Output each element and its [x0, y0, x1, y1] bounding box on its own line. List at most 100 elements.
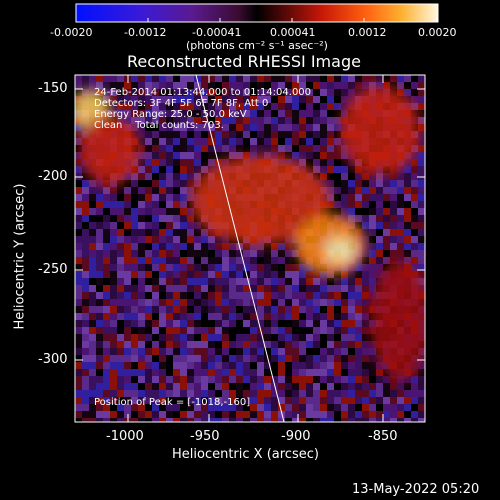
image-pixel [103, 299, 110, 306]
image-pixel [145, 327, 152, 334]
image-pixel [264, 271, 271, 278]
image-pixel [138, 404, 145, 411]
image-pixel [257, 257, 264, 264]
image-pixel [313, 75, 320, 82]
image-pixel [131, 194, 138, 201]
image-pixel [264, 362, 271, 369]
image-pixel [75, 292, 82, 299]
image-pixel [285, 376, 292, 383]
image-pixel [278, 404, 285, 411]
image-pixel [229, 117, 236, 124]
image-pixel [89, 250, 96, 257]
image-pixel [236, 362, 243, 369]
image-pixel [369, 292, 376, 299]
image-pixel [271, 257, 278, 264]
image-pixel [124, 306, 131, 313]
image-pixel [103, 215, 110, 222]
image-pixel [103, 320, 110, 327]
image-pixel [341, 96, 348, 103]
image-pixel [110, 404, 117, 411]
image-pixel [362, 236, 369, 243]
image-pixel [404, 208, 411, 215]
image-pixel [187, 292, 194, 299]
image-pixel [411, 376, 418, 383]
image-pixel [222, 117, 229, 124]
image-pixel [404, 404, 411, 411]
image-pixel [362, 82, 369, 89]
image-pixel [159, 89, 166, 96]
image-pixel [397, 243, 404, 250]
image-pixel [173, 306, 180, 313]
image-pixel [222, 103, 229, 110]
image-pixel [236, 110, 243, 117]
image-pixel [96, 306, 103, 313]
image-pixel [222, 243, 229, 250]
image-pixel [159, 362, 166, 369]
image-pixel [306, 355, 313, 362]
image-pixel [145, 117, 152, 124]
image-pixel [250, 257, 257, 264]
image-pixel [180, 110, 187, 117]
image-pixel [208, 327, 215, 334]
image-pixel [257, 320, 264, 327]
image-pixel [145, 82, 152, 89]
image-pixel [306, 404, 313, 411]
image-pixel [334, 404, 341, 411]
image-pixel [145, 313, 152, 320]
image-pixel [89, 201, 96, 208]
image-pixel [159, 103, 166, 110]
image-pixel [404, 75, 411, 82]
footer-date: 13-May-2022 05:20 [352, 482, 480, 497]
image-pixel [313, 327, 320, 334]
image-pixel [327, 166, 334, 173]
image-pixel [145, 411, 152, 418]
image-pixel [82, 75, 89, 82]
image-pixel [334, 152, 341, 159]
image-pixel [229, 390, 236, 397]
image-pixel [236, 411, 243, 418]
image-pixel [194, 236, 201, 243]
image-pixel [187, 103, 194, 110]
image-pixel [201, 334, 208, 341]
image-pixel [411, 187, 418, 194]
image-pixel [257, 397, 264, 404]
image-pixel [362, 369, 369, 376]
image-pixel [166, 411, 173, 418]
image-pixel [243, 103, 250, 110]
image-pixel [348, 187, 355, 194]
image-pixel [418, 124, 425, 131]
image-pixel [327, 404, 334, 411]
image-pixel [180, 222, 187, 229]
image-pixel [110, 75, 117, 82]
image-pixel [313, 348, 320, 355]
image-pixel [285, 334, 292, 341]
image-pixel [138, 208, 145, 215]
image-pixel [138, 355, 145, 362]
image-pixel [250, 264, 257, 271]
image-pixel [173, 369, 180, 376]
image-pixel [306, 327, 313, 334]
image-pixel [404, 173, 411, 180]
image-pixel [404, 215, 411, 222]
image-pixel [229, 299, 236, 306]
image-pixel [299, 103, 306, 110]
image-pixel [355, 369, 362, 376]
image-pixel [194, 383, 201, 390]
image-pixel [173, 285, 180, 292]
image-pixel [285, 285, 292, 292]
colorbar-tick-label: -0.0020 [50, 26, 93, 39]
image-pixel [194, 292, 201, 299]
image-pixel [117, 187, 124, 194]
image-pixel [152, 145, 159, 152]
image-pixel [173, 376, 180, 383]
image-pixel [229, 124, 236, 131]
image-pixel [397, 180, 404, 187]
image-pixel [264, 117, 271, 124]
image-pixel [138, 159, 145, 166]
image-pixel [110, 96, 117, 103]
image-pixel [180, 264, 187, 271]
image-pixel [110, 236, 117, 243]
image-pixel [341, 166, 348, 173]
image-pixel [82, 355, 89, 362]
image-pixel [404, 180, 411, 187]
